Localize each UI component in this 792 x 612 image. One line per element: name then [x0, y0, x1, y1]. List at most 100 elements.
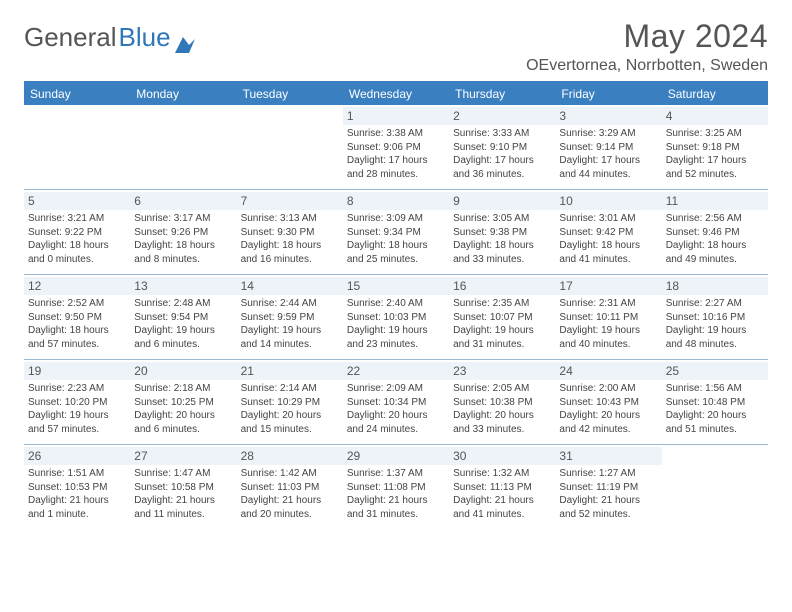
info-line: Sunset: 10:53 PM: [28, 481, 126, 495]
calendar-cell: 21Sunrise: 2:14 AMSunset: 10:29 PMDaylig…: [237, 360, 343, 444]
info-line: and 6 minutes.: [134, 423, 232, 437]
day-info: Sunrise: 3:09 AMSunset: 9:34 PMDaylight:…: [347, 212, 445, 266]
calendar-cell: 9Sunrise: 3:05 AMSunset: 9:38 PMDaylight…: [449, 190, 555, 274]
info-line: Sunrise: 2:56 AM: [666, 212, 764, 226]
info-line: Daylight: 20 hours: [453, 409, 551, 423]
info-line: Daylight: 18 hours: [241, 239, 339, 253]
info-line: and 24 minutes.: [347, 423, 445, 437]
day-number: 18: [662, 277, 768, 295]
info-line: Daylight: 21 hours: [134, 494, 232, 508]
info-line: and 28 minutes.: [347, 168, 445, 182]
day-info: Sunrise: 2:05 AMSunset: 10:38 PMDaylight…: [453, 382, 551, 436]
info-line: and 1 minute.: [28, 508, 126, 522]
day-info: Sunrise: 1:47 AMSunset: 10:58 PMDaylight…: [134, 467, 232, 521]
info-line: Sunset: 10:48 PM: [666, 396, 764, 410]
day-info: Sunrise: 3:21 AMSunset: 9:22 PMDaylight:…: [28, 212, 126, 266]
day-number: 6: [130, 192, 236, 210]
info-line: and 15 minutes.: [241, 423, 339, 437]
info-line: Sunrise: 2:23 AM: [28, 382, 126, 396]
day-number: 31: [555, 447, 661, 465]
info-line: Sunset: 9:10 PM: [453, 141, 551, 155]
info-line: Sunrise: 1:27 AM: [559, 467, 657, 481]
info-line: and 36 minutes.: [453, 168, 551, 182]
info-line: Sunset: 10:58 PM: [134, 481, 232, 495]
info-line: Daylight: 18 hours: [28, 239, 126, 253]
calendar-week: 5Sunrise: 3:21 AMSunset: 9:22 PMDaylight…: [24, 190, 768, 275]
calendar-cell: 12Sunrise: 2:52 AMSunset: 9:50 PMDayligh…: [24, 275, 130, 359]
day-info: Sunrise: 2:35 AMSunset: 10:07 PMDaylight…: [453, 297, 551, 351]
info-line: Daylight: 17 hours: [453, 154, 551, 168]
info-line: Sunrise: 3:25 AM: [666, 127, 764, 141]
day-number: 9: [449, 192, 555, 210]
calendar-cell: 11 Sunrise: 2:56 AMSunset: 9:46 PMDayligh…: [662, 190, 768, 274]
calendar-cell: 19Sunrise: 2:23 AMSunset: 10:20 PMDaylig…: [24, 360, 130, 444]
info-line: Sunrise: 3:29 AM: [559, 127, 657, 141]
info-line: Daylight: 18 hours: [559, 239, 657, 253]
info-line: Sunset: 10:16 PM: [666, 311, 764, 325]
calendar-cell: 6Sunrise: 3:17 AMSunset: 9:26 PMDaylight…: [130, 190, 236, 274]
info-line: Daylight: 20 hours: [241, 409, 339, 423]
info-line: Daylight: 18 hours: [28, 324, 126, 338]
info-line: Sunrise: 3:33 AM: [453, 127, 551, 141]
day-number: 28: [237, 447, 343, 465]
info-line: Sunset: 9:50 PM: [28, 311, 126, 325]
info-line: and 16 minutes.: [241, 253, 339, 267]
info-line: Sunrise: 1:51 AM: [28, 467, 126, 481]
info-line: and 52 minutes.: [559, 508, 657, 522]
info-line: Sunrise: 2:18 AM: [134, 382, 232, 396]
day-number: 4: [662, 107, 768, 125]
day-number: 10: [555, 192, 661, 210]
calendar-document: GeneralBlue May 2024 OEvertornea, Norrbo…: [0, 0, 792, 547]
calendar-grid: SundayMondayTuesdayWednesdayThursdayFrid…: [24, 81, 768, 529]
info-line: Daylight: 17 hours: [347, 154, 445, 168]
day-info: Sunrise: 1:27 AMSunset: 11:19 PMDaylight…: [559, 467, 657, 521]
day-number: 26: [24, 447, 130, 465]
info-line: and 33 minutes.: [453, 253, 551, 267]
calendar-cell: 27Sunrise: 1:47 AMSunset: 10:58 PMDaylig…: [130, 445, 236, 529]
info-line: Daylight: 20 hours: [134, 409, 232, 423]
calendar-cell: 15Sunrise: 2:40 AMSunset: 10:03 PMDaylig…: [343, 275, 449, 359]
day-number: 12: [24, 277, 130, 295]
calendar-cell: 26 Sunrise: 1:51 AMSunset: 10:53 PMDaylig…: [24, 445, 130, 529]
day-number: 2: [449, 107, 555, 125]
calendar-cell: 10 Sunrise: 3:01 AMSunset: 9:42 PMDayligh…: [555, 190, 661, 274]
day-info: Sunrise: 3:25 AMSunset: 9:18 PMDaylight:…: [666, 127, 764, 181]
info-line: Sunset: 9:46 PM: [666, 226, 764, 240]
info-line: Sunset: 11:13 PM: [453, 481, 551, 495]
calendar-cell: 13Sunrise: 2:48 AMSunset: 9:54 PMDayligh…: [130, 275, 236, 359]
info-line: Sunset: 9:18 PM: [666, 141, 764, 155]
info-line: Sunset: 10:34 PM: [347, 396, 445, 410]
day-number: 8: [343, 192, 449, 210]
day-number: 13: [130, 277, 236, 295]
info-line: and 31 minutes.: [347, 508, 445, 522]
info-line: Daylight: 18 hours: [666, 239, 764, 253]
day-number: 23: [449, 362, 555, 380]
info-line: Daylight: 19 hours: [241, 324, 339, 338]
info-line: and 44 minutes.: [559, 168, 657, 182]
day-number: 7: [237, 192, 343, 210]
info-line: Sunset: 10:07 PM: [453, 311, 551, 325]
day-info: Sunrise: 3:29 AMSunset: 9:14 PMDaylight:…: [559, 127, 657, 181]
day-info: Sunrise: 1:51 AMSunset: 10:53 PMDaylight…: [28, 467, 126, 521]
info-line: Sunset: 9:59 PM: [241, 311, 339, 325]
day-info: Sunrise: 2:09 AMSunset: 10:34 PMDaylight…: [347, 382, 445, 436]
info-line: Daylight: 19 hours: [134, 324, 232, 338]
day-info: Sunrise: 1:37 AMSunset: 11:08 PMDaylight…: [347, 467, 445, 521]
calendar-week: 19Sunrise: 2:23 AMSunset: 10:20 PMDaylig…: [24, 360, 768, 445]
day-number: 20: [130, 362, 236, 380]
info-line: and 6 minutes.: [134, 338, 232, 352]
info-line: Daylight: 20 hours: [347, 409, 445, 423]
calendar-week: 12Sunrise: 2:52 AMSunset: 9:50 PMDayligh…: [24, 275, 768, 360]
info-line: Sunrise: 3:21 AM: [28, 212, 126, 226]
day-header: Tuesday: [237, 83, 343, 105]
day-number: 11: [662, 192, 768, 210]
calendar-cell: [130, 105, 236, 189]
day-info: Sunrise: 3:01 AMSunset: 9:42 PMDaylight:…: [559, 212, 657, 266]
info-line: Sunrise: 2:44 AM: [241, 297, 339, 311]
info-line: Sunset: 9:30 PM: [241, 226, 339, 240]
info-line: and 57 minutes.: [28, 423, 126, 437]
info-line: Sunrise: 3:38 AM: [347, 127, 445, 141]
info-line: Daylight: 18 hours: [453, 239, 551, 253]
info-line: Sunset: 10:29 PM: [241, 396, 339, 410]
day-info: Sunrise: 2:00 AMSunset: 10:43 PMDaylight…: [559, 382, 657, 436]
